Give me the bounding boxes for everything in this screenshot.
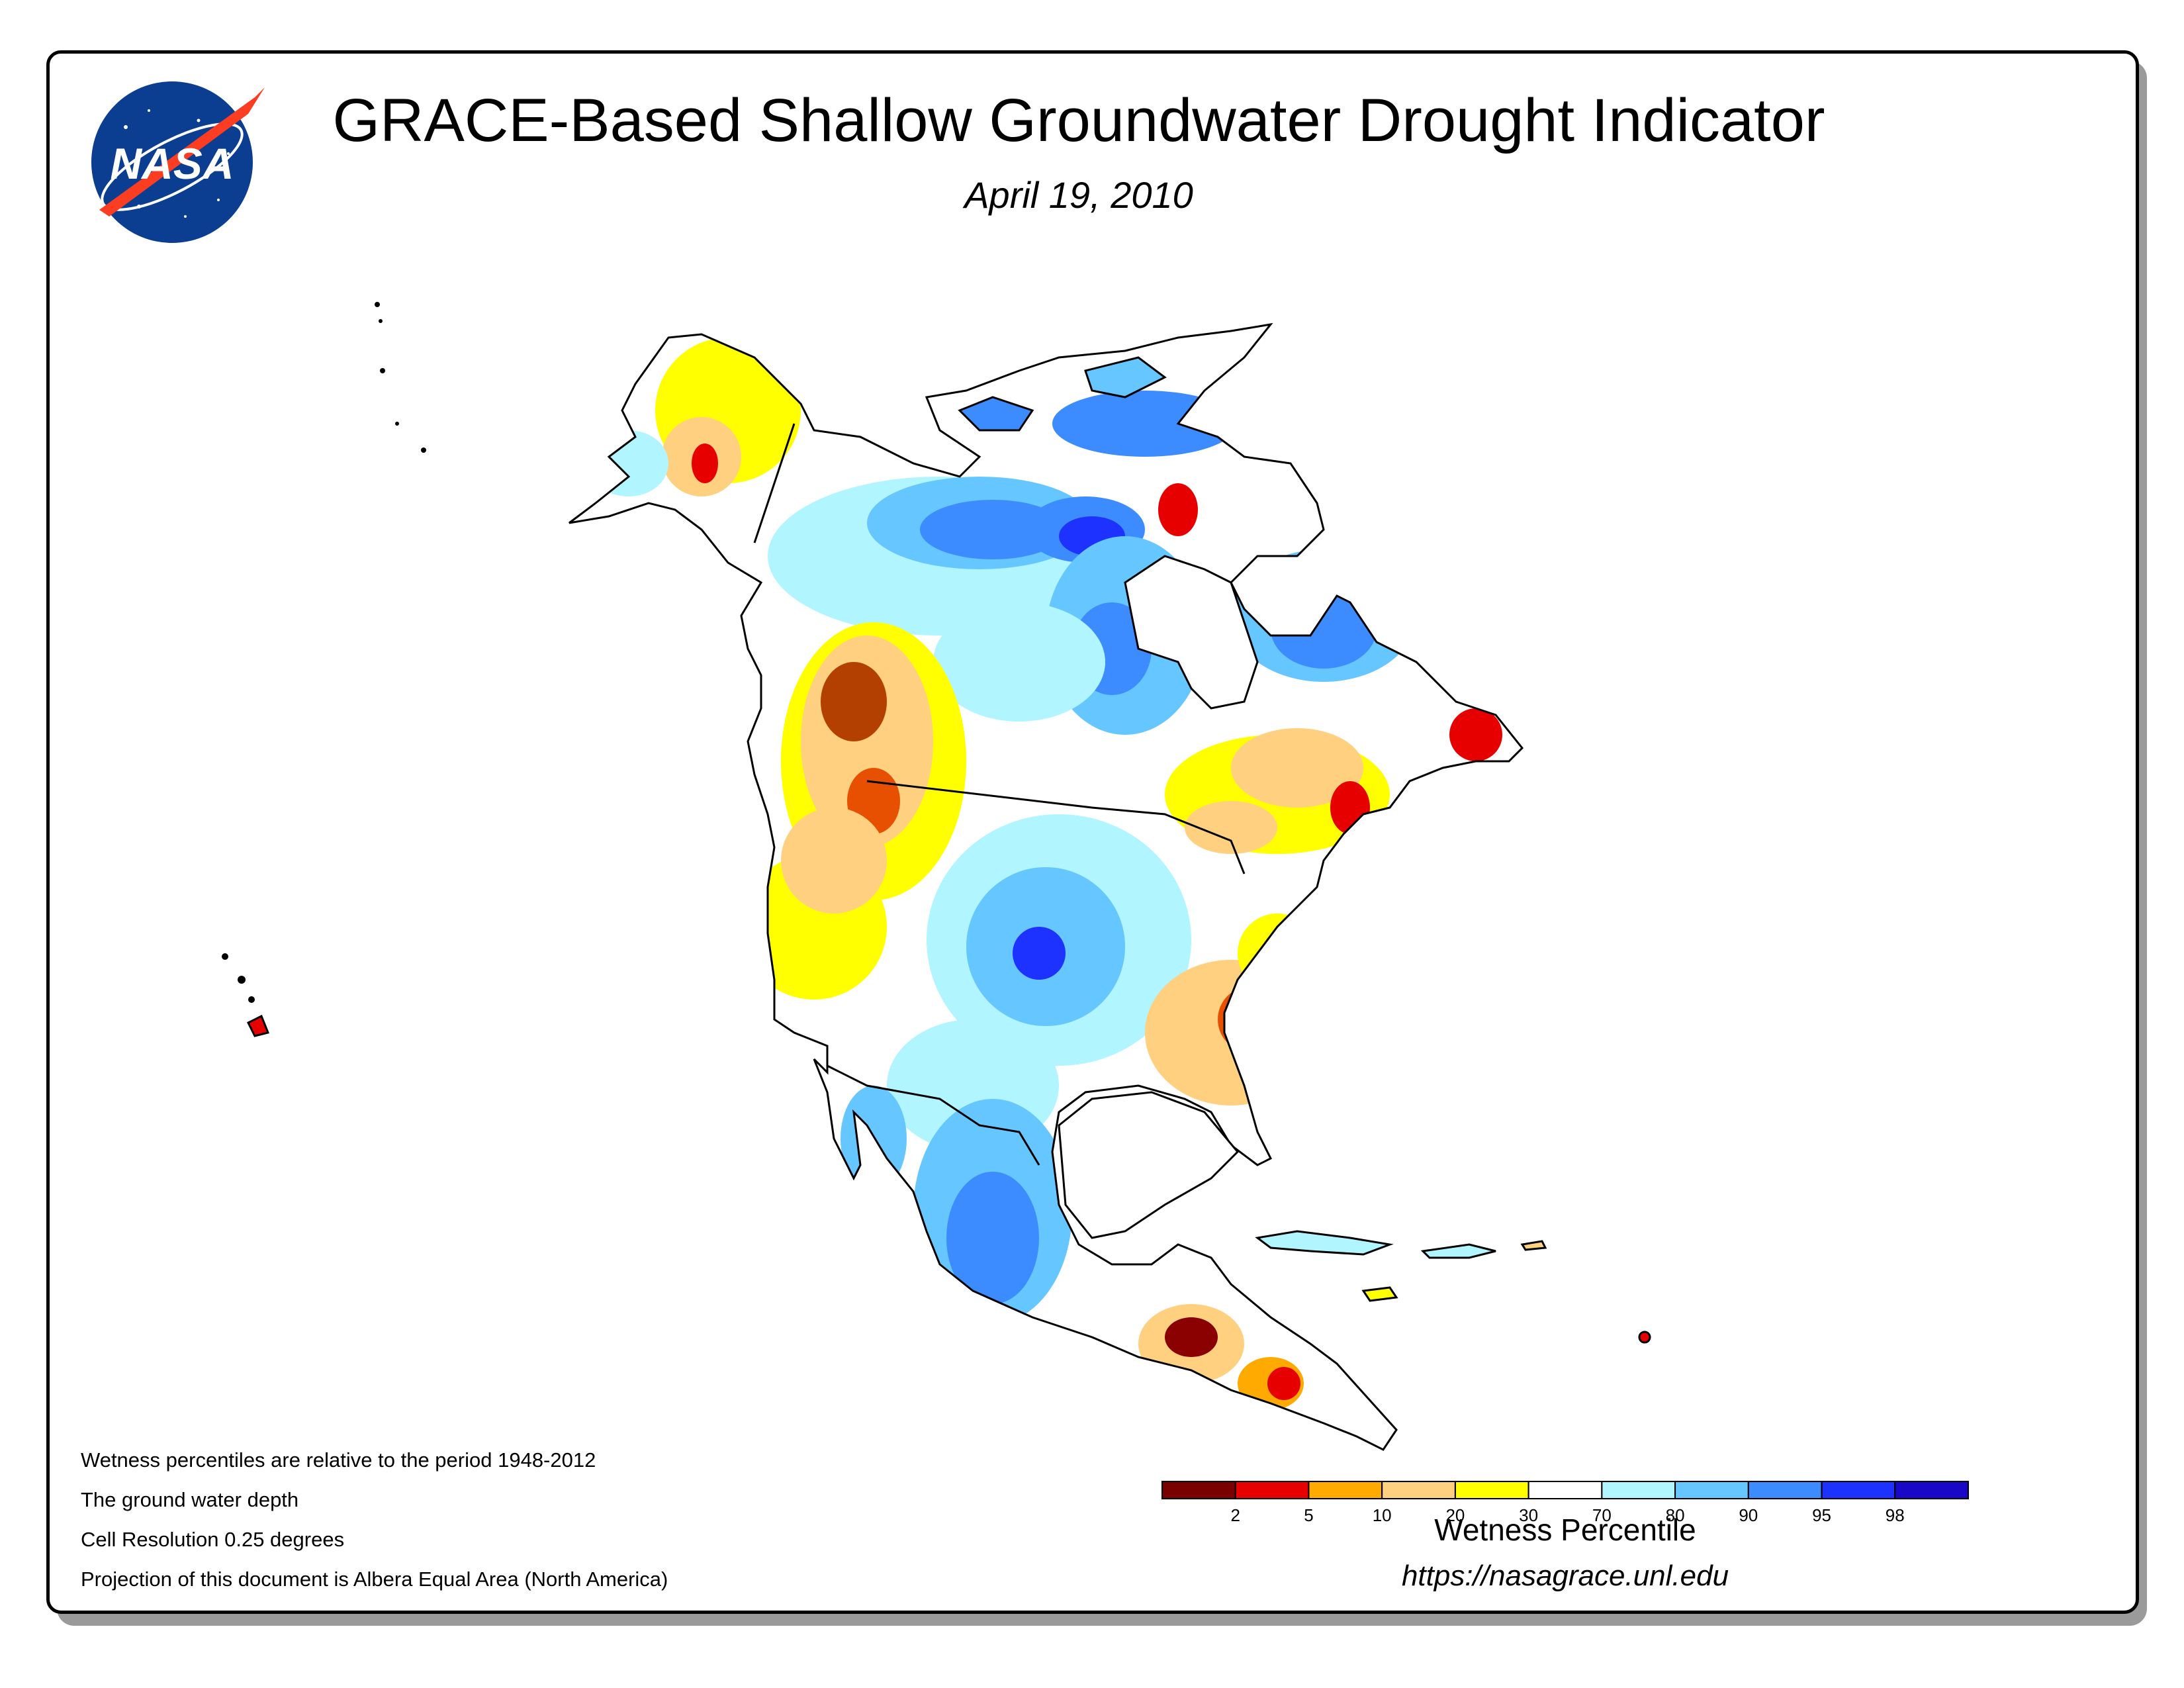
- legend-swatch: [1894, 1481, 1969, 1499]
- legend-tick-label: 90: [1739, 1505, 1758, 1525]
- drought-map: [222, 302, 1651, 1451]
- legend-swatch: [1308, 1481, 1383, 1499]
- nasa-logo: NASA: [91, 81, 265, 243]
- legend-swatch: [1601, 1481, 1676, 1499]
- legend-colorbar: 2 5 10 20 30 70 80 90 95 98: [1161, 1481, 1969, 1525]
- legend-swatch: [1527, 1481, 1603, 1499]
- legend-swatch: [1381, 1481, 1456, 1499]
- nasa-logo-text: NASA: [110, 139, 234, 188]
- legend-swatch: [1821, 1481, 1896, 1499]
- legend-swatch: [1161, 1481, 1236, 1499]
- legend-tick-label: 98: [1886, 1505, 1905, 1525]
- legend-tick-label: 5: [1304, 1505, 1313, 1525]
- legend-swatch: [1234, 1481, 1310, 1499]
- source-url-link[interactable]: https://nasagrace.unl.edu: [1401, 1560, 1729, 1592]
- hawaii-islands: [222, 953, 270, 1037]
- note-cell-resolution: Cell Resolution 0.25 degrees: [81, 1528, 345, 1551]
- legend-tick-label: 2: [1230, 1505, 1240, 1525]
- page-title: GRACE-Based Shallow Groundwater Drought …: [332, 87, 1825, 154]
- legend-swatch: [1747, 1481, 1823, 1499]
- legend-tick-label: 70: [1592, 1505, 1612, 1525]
- legend-swatch: [1674, 1481, 1749, 1499]
- caribbean-islands: [1255, 1230, 1651, 1344]
- note-percentile-period: Wetness percentiles are relative to the …: [81, 1448, 596, 1472]
- legend-tick-label: 95: [1812, 1505, 1831, 1525]
- note-projection: Projection of this document is Albera Eq…: [81, 1568, 668, 1591]
- legend-tick-label: 80: [1666, 1505, 1685, 1525]
- legend-tick-label: 20: [1445, 1505, 1465, 1525]
- legend-swatch: [1454, 1481, 1529, 1499]
- map-date: April 19, 2010: [964, 174, 1193, 216]
- legend-title: Wetness Percentile: [1434, 1513, 1696, 1547]
- legend-tick-label: 10: [1373, 1505, 1392, 1525]
- legend-tick-label: 30: [1519, 1505, 1538, 1525]
- note-groundwater-depth: The ground water depth: [81, 1488, 299, 1511]
